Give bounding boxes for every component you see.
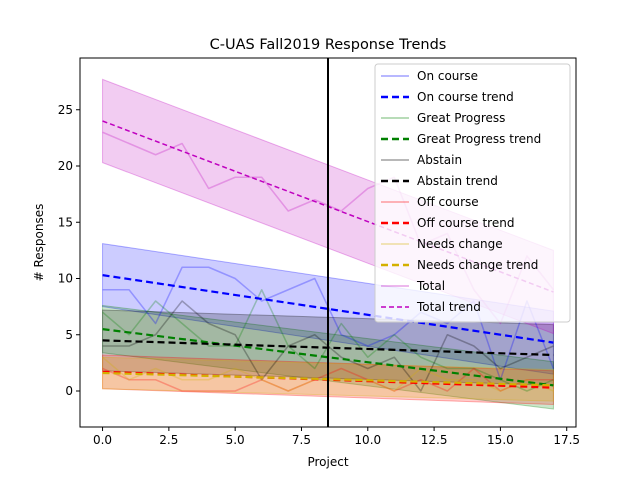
x-tick-label: 2.5 bbox=[159, 433, 178, 447]
legend-label: Great Progress trend bbox=[417, 132, 541, 146]
legend-label: Needs change trend bbox=[417, 258, 538, 272]
x-tick-label: 15.0 bbox=[487, 433, 514, 447]
chart-title: C-UAS Fall2019 Response Trends bbox=[210, 37, 447, 53]
x-tick-label: 7.5 bbox=[292, 433, 311, 447]
x-tick-label: 12.5 bbox=[421, 433, 448, 447]
legend-label: Abstain trend bbox=[417, 174, 498, 188]
trend-on-course bbox=[102, 274, 554, 344]
y-axis-ticks: 0 5 10 15 20 25 bbox=[58, 103, 80, 398]
plot-frame bbox=[79, 57, 577, 428]
legend: On course On course trend Great Progress Gr… bbox=[374, 63, 571, 323]
legend-label: On course trend bbox=[417, 90, 514, 104]
x-tick-label: 5.0 bbox=[226, 433, 245, 447]
y-tick-label: 5 bbox=[65, 328, 73, 342]
y-tick-label: 0 bbox=[65, 384, 73, 398]
x-axis-label: Project bbox=[307, 455, 348, 469]
y-axis-label: # Responses bbox=[32, 204, 46, 282]
legend-label: Great Progress bbox=[417, 111, 505, 125]
legend-label: Abstain bbox=[417, 153, 462, 167]
y-tick-label: 15 bbox=[58, 215, 73, 229]
legend-label: Total trend bbox=[416, 300, 481, 314]
legend-box bbox=[374, 63, 571, 323]
x-axis-ticks: 0.0 2.5 5.0 7.5 10.0 12.5 15.0 17.5 bbox=[93, 427, 580, 447]
trend-great-progress bbox=[102, 328, 554, 387]
x-tick-label: 17.5 bbox=[553, 433, 580, 447]
y-tick-label: 20 bbox=[58, 159, 73, 173]
legend-label: Total bbox=[416, 279, 445, 293]
x-tick-label: 0.0 bbox=[93, 433, 112, 447]
y-tick-label: 25 bbox=[58, 103, 73, 117]
legend-label: Off course bbox=[417, 195, 479, 209]
legend-label: Off course trend bbox=[417, 216, 514, 230]
legend-label: On course bbox=[417, 69, 478, 83]
y-tick-label: 10 bbox=[58, 272, 73, 286]
x-tick-label: 10.0 bbox=[354, 433, 381, 447]
legend-label: Needs change bbox=[417, 237, 503, 251]
